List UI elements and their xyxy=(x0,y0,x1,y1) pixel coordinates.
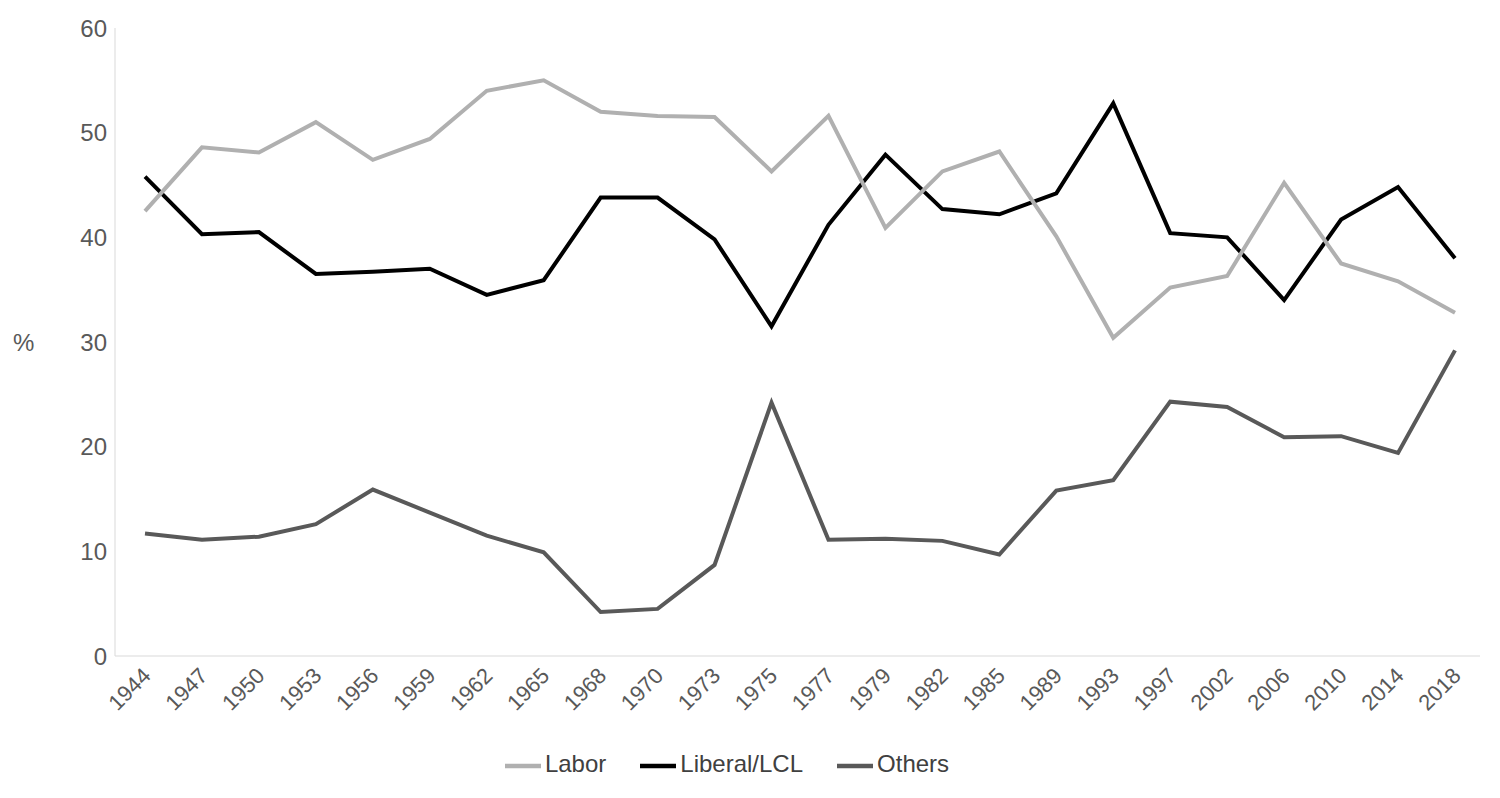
svg-text:1962: 1962 xyxy=(445,663,497,715)
svg-text:1979: 1979 xyxy=(844,663,896,715)
svg-text:2006: 2006 xyxy=(1242,663,1294,715)
svg-text:1977: 1977 xyxy=(787,663,839,715)
svg-text:1985: 1985 xyxy=(958,663,1010,715)
svg-text:1947: 1947 xyxy=(160,663,212,715)
svg-text:1993: 1993 xyxy=(1072,663,1124,715)
html-text:Labor: Labor xyxy=(544,750,607,778)
svg-text:1970: 1970 xyxy=(616,663,668,715)
svg-text:1975: 1975 xyxy=(730,663,782,715)
svg-text:1953: 1953 xyxy=(274,663,326,715)
svg-text:0: 0 xyxy=(94,643,107,670)
svg-text:1968: 1968 xyxy=(559,663,611,715)
svg-text:1944: 1944 xyxy=(103,663,155,715)
svg-text:1989: 1989 xyxy=(1015,663,1067,715)
svg-text:1973: 1973 xyxy=(673,663,725,715)
svg-text:20: 20 xyxy=(80,433,107,460)
svg-text:60: 60 xyxy=(80,15,107,42)
svg-text:1997: 1997 xyxy=(1129,663,1181,715)
svg-text:1956: 1956 xyxy=(331,663,383,715)
svg-text:2014: 2014 xyxy=(1356,663,1408,715)
svg-text:2018: 2018 xyxy=(1413,663,1465,715)
svg-text:1982: 1982 xyxy=(901,663,953,715)
svg-text:2002: 2002 xyxy=(1185,663,1237,715)
svg-text:10: 10 xyxy=(80,538,107,565)
svg-text:1965: 1965 xyxy=(502,663,554,715)
svg-text:40: 40 xyxy=(80,224,107,251)
svg-text:30: 30 xyxy=(80,329,107,356)
html-text:Liberal/LCL: Liberal/LCL xyxy=(680,750,803,778)
svg-text:1950: 1950 xyxy=(217,663,269,715)
svg-text:50: 50 xyxy=(80,119,107,146)
svg-text:2010: 2010 xyxy=(1299,663,1351,715)
svg-text:1959: 1959 xyxy=(388,663,440,715)
svg-text:%: % xyxy=(13,329,34,356)
html-text:Others: Others xyxy=(877,750,950,778)
